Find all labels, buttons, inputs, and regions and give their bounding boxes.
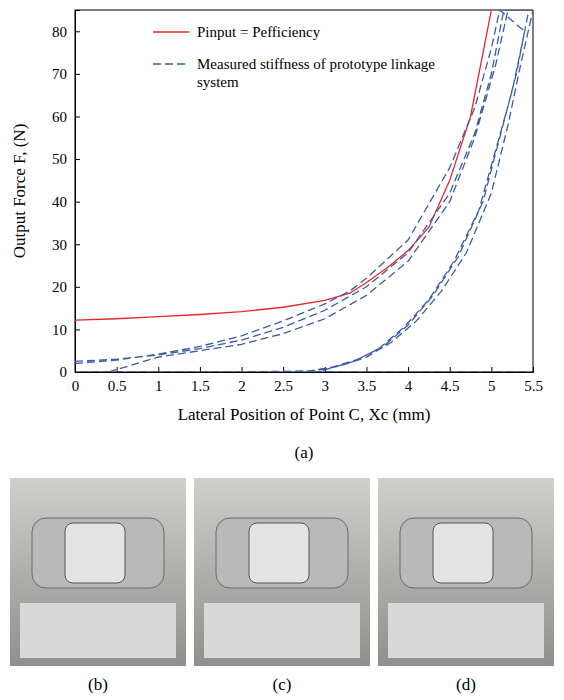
y-tick-label: 70	[52, 66, 67, 82]
photo-background	[194, 478, 370, 666]
photo-device	[400, 518, 532, 588]
x-tick: 2	[238, 367, 246, 394]
y-tick-label: 50	[52, 151, 67, 167]
y-tick-mark	[75, 287, 80, 288]
plot-marks	[75, 10, 533, 372]
y-tick: 80	[52, 24, 80, 40]
photo-label: (d)	[456, 675, 476, 694]
y-tick-label: 40	[52, 194, 67, 210]
x-tick-mark	[533, 367, 534, 372]
y-tick-label: 60	[52, 109, 67, 125]
photo-linkage	[249, 523, 309, 583]
x-tick-mark	[366, 367, 367, 372]
y-tick: 20	[52, 279, 80, 295]
photo-label: (b)	[88, 675, 108, 694]
y-tick: 40	[52, 194, 80, 210]
x-tick: 3	[322, 367, 330, 394]
panel-label: (a)	[295, 443, 314, 462]
x-tick-mark	[158, 367, 159, 372]
x-tick-label: 1.5	[191, 378, 210, 394]
photo-background	[10, 478, 186, 666]
y-axis: 0 10 20 30 40 50 60 70 80	[52, 11, 80, 381]
x-tick-label: 2	[238, 378, 246, 394]
legend-label: Pinput = Pefficiency	[197, 24, 321, 40]
y-tick-mark	[75, 329, 80, 330]
y-tick: 0	[60, 364, 81, 380]
photo	[194, 478, 370, 666]
figure: 0 0.5 1 1.5 2 2.5 3 3.5 4 4.5 5 5.5 0 10 20 30 40 50 60 70 8…	[0, 0, 564, 700]
plot-frame	[75, 10, 533, 372]
y-tick-mark	[75, 202, 80, 203]
x-tick-mark	[491, 367, 492, 372]
x-tick: 4.5	[441, 367, 460, 394]
x-tick-mark	[242, 367, 243, 372]
x-tick-label: 3	[322, 378, 330, 394]
photo-label: (c)	[273, 675, 292, 694]
y-tick: 60	[52, 109, 80, 125]
photo-linkage	[65, 523, 125, 583]
y-tick-mark	[75, 74, 80, 75]
legend-label: Measured stiffness of prototype linkages…	[197, 56, 435, 90]
y-tick: 30	[52, 237, 80, 253]
y-tick-label: 30	[52, 237, 67, 253]
y-tick-label: 10	[52, 322, 67, 338]
x-tick-label: 0.5	[108, 378, 127, 394]
axis-line	[76, 11, 81, 373]
legend-swatch	[153, 63, 189, 64]
x-tick-label: 5	[488, 378, 496, 394]
x-tick-label: 4	[405, 378, 413, 394]
photo-background	[378, 478, 554, 666]
photo-device	[216, 518, 348, 588]
photo	[10, 478, 186, 666]
y-tick-mark	[75, 31, 80, 32]
x-tick-label: 2.5	[274, 378, 293, 394]
photo-sheet	[204, 603, 360, 658]
y-tick-mark	[75, 244, 80, 245]
y-tick-label: 80	[52, 24, 67, 40]
x-tick-label: 3.5	[358, 378, 377, 394]
series-line	[75, 10, 533, 372]
x-tick: 5	[488, 367, 496, 394]
x-tick-label: 4.5	[441, 378, 460, 394]
photo-sheet	[20, 603, 176, 658]
x-tick-mark	[200, 367, 201, 372]
x-tick-mark	[117, 367, 118, 372]
series-line	[75, 10, 491, 320]
legend-swatch	[153, 31, 189, 32]
y-tick: 70	[52, 66, 80, 82]
legend: Pinput = Pefficiency Measured stiffness o…	[153, 24, 435, 90]
chart: 0 0.5 1 1.5 2 2.5 3 3.5 4 4.5 5 5.5 0 10 20 30 40 50 60 70 8…	[10, 10, 543, 424]
x-tick-label: 5.5	[524, 378, 543, 394]
x-axis-title: Lateral Position of Point C, Xc (mm)	[178, 405, 431, 424]
y-tick: 10	[52, 322, 80, 338]
y-tick-label: 20	[52, 279, 67, 295]
x-tick-label: 0	[72, 378, 80, 394]
y-tick-mark	[75, 116, 80, 117]
x-tick: 4	[405, 367, 413, 394]
x-tick-mark	[408, 367, 409, 372]
x-tick: 3.5	[358, 367, 377, 394]
y-tick: 50	[52, 151, 80, 167]
x-tick-label: 1	[155, 378, 163, 394]
photo-linkage	[433, 523, 493, 583]
y-axis-title: Output Force F, (N)	[10, 124, 29, 259]
y-tick-label: 0	[60, 364, 68, 380]
x-tick-mark	[450, 367, 451, 372]
photo	[378, 478, 554, 666]
x-tick: 1	[155, 367, 163, 394]
photo-sheet	[388, 603, 544, 658]
photo-device	[32, 518, 164, 588]
y-tick-mark	[75, 159, 80, 160]
x-tick: 5.5	[524, 367, 543, 394]
x-tick: 1.5	[191, 367, 210, 394]
y-tick-mark	[75, 372, 80, 373]
